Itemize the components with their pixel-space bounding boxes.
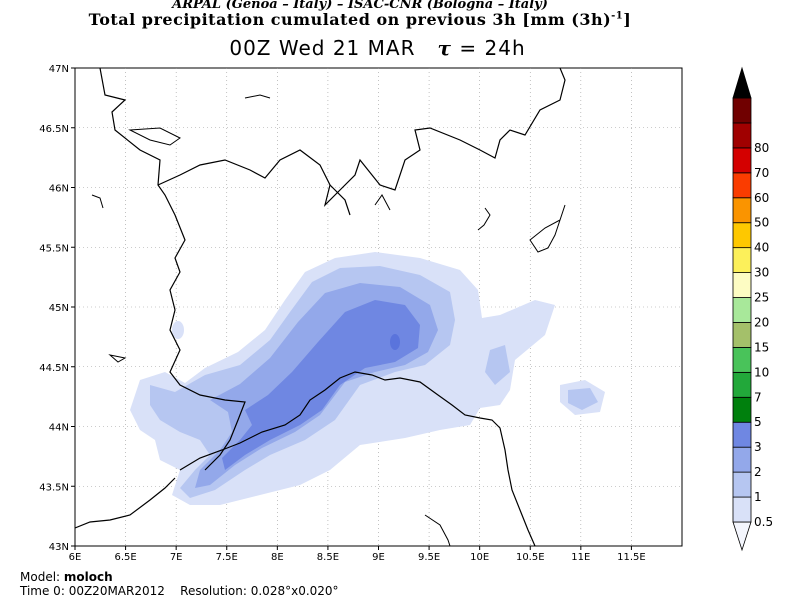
colorbar-box — [732, 446, 752, 473]
colorbar-label: 3 — [754, 440, 762, 454]
footer-model: Model: moloch — [20, 570, 113, 584]
tau-symbol: τ — [437, 36, 453, 60]
colorbar-box — [732, 322, 752, 348]
lon-label: 11.5E — [617, 552, 646, 563]
colorbar-label: 70 — [754, 166, 769, 180]
colorbar-box — [732, 396, 752, 423]
model-name: moloch — [63, 570, 113, 584]
colorbar-label: 80 — [754, 141, 769, 155]
precipitation-field — [130, 252, 605, 505]
lon-label: 7.5E — [216, 552, 238, 563]
colorbar-box — [732, 97, 752, 124]
model-label: Model: — [20, 570, 61, 584]
colorbar-label: 7 — [754, 390, 762, 404]
resolution-value: 0.028°x0.020° — [250, 584, 339, 598]
lat-label: 46.5N — [39, 124, 69, 135]
title-close: ] — [623, 10, 632, 29]
lon-label: 10.5E — [516, 552, 545, 563]
header-title: Total precipitation cumulated on previou… — [0, 10, 720, 29]
latitude-labels: 47N 46.5N 46N 45.5N 45N 44.5N 44N 43.5N 43N — [39, 64, 75, 553]
colorbar-lower-triangle — [732, 521, 752, 552]
colorbar-box — [732, 471, 752, 498]
colorbar-label: 40 — [754, 241, 769, 255]
lon-label: 11E — [571, 552, 590, 563]
resolution-label: Resolution: — [180, 584, 247, 598]
title-text: Total precipitation cumulated on previou… — [88, 10, 612, 29]
colorbar-label: 20 — [754, 315, 769, 329]
colorbar-box — [732, 172, 752, 199]
colorbar-label: 10 — [754, 365, 769, 379]
lat-label: 47N — [49, 64, 69, 75]
colorbar-label: 2 — [754, 465, 762, 479]
lon-label: 6.5E — [114, 552, 136, 563]
colorbar-box — [732, 122, 752, 149]
coastlines-borders — [75, 68, 566, 546]
lat-label: 43N — [49, 542, 69, 553]
colorbar-label: 1 — [754, 490, 762, 504]
colorbar-box — [732, 247, 752, 273]
lon-label: 9.5E — [418, 552, 440, 563]
colorbar-box — [732, 421, 752, 448]
lon-label: 9E — [372, 552, 385, 563]
valid-time-heading: 00Z Wed 21 MAR τ = 24h — [0, 36, 755, 60]
lat-label: 43.5N — [39, 482, 69, 493]
footer-time0: Time 0: 00Z20MAR2012 Resolution: 0.028°x… — [20, 584, 339, 598]
colorbar-box — [732, 297, 752, 323]
colorbar-label: 50 — [754, 216, 769, 230]
colorbar-label: 60 — [754, 191, 769, 205]
time0-label: Time 0: — [20, 584, 65, 598]
colorbar-upper-triangle — [732, 66, 752, 99]
lon-label: 8E — [271, 552, 284, 563]
lat-label: 45N — [49, 303, 69, 314]
lat-label: 44N — [49, 423, 69, 434]
lon-label: 10E — [470, 552, 489, 563]
lon-label: 6E — [69, 552, 82, 563]
colorbar-label: 5 — [754, 415, 762, 429]
colorbar-box — [732, 147, 752, 174]
title-unit-exponent: -1 — [611, 10, 624, 22]
forecast-step: = 24h — [459, 36, 526, 60]
header-credit: ARPAL (Genoa – Italy) – ISAC-CNR (Bologn… — [172, 0, 548, 12]
time0-value: 00Z20MAR2012 — [68, 584, 165, 598]
colorbar-box — [732, 272, 752, 298]
colorbar-label: 30 — [754, 266, 769, 280]
lon-label: 8.5E — [317, 552, 339, 563]
lat-label: 46N — [49, 184, 69, 195]
colorbar-box — [732, 496, 752, 523]
colorbar-box — [732, 371, 752, 398]
colorbar-label: 25 — [754, 291, 769, 305]
longitude-labels: 6E 6.5E 7E 7.5E 8E 8.5E 9E 9.5E 10E 10.5E 11E 11.5E — [69, 546, 646, 563]
lat-label: 45.5N — [39, 243, 69, 254]
colorbar-box — [732, 222, 752, 249]
colorbar: 0.5 1 2 3 5 7 10 15 20 25 30 40 50 60 70 80 — [732, 66, 773, 552]
colorbar-box — [732, 347, 752, 373]
lat-label: 44.5N — [39, 363, 69, 374]
colorbar-box — [732, 197, 752, 224]
colorbar-label: 15 — [754, 340, 769, 354]
lon-label: 7E — [170, 552, 183, 563]
colorbar-label: 0.5 — [754, 515, 773, 529]
valid-time: 00Z Wed 21 MAR — [229, 36, 416, 60]
